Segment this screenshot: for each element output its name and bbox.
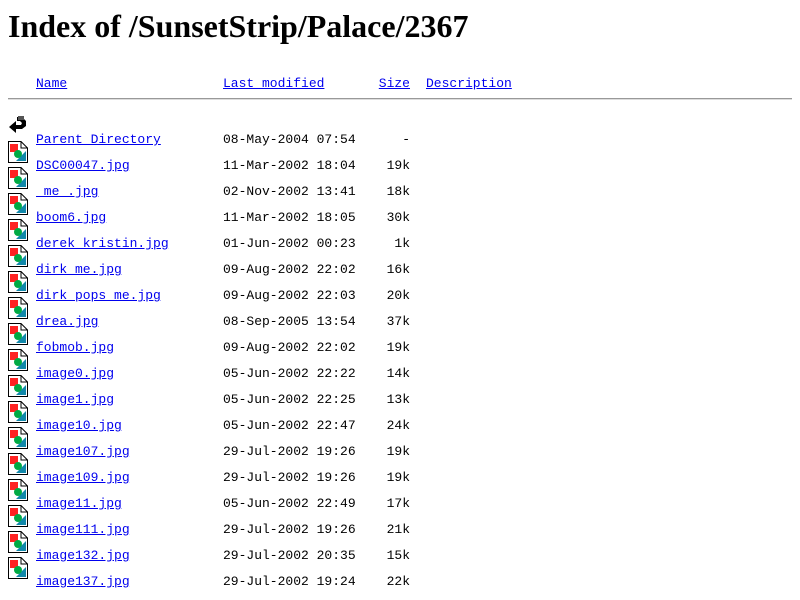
image-file-icon: [8, 375, 28, 397]
back-arrow-icon: [8, 115, 28, 137]
file-link[interactable]: image137.jpg: [36, 574, 130, 589]
image-file-icon: [8, 141, 28, 163]
file-link[interactable]: dirk pops me.jpg: [36, 288, 161, 303]
file-row: boom6.jpg 11-Mar-2002 18:05 30k: [0, 193, 800, 236]
image-file-icon: [8, 271, 28, 293]
image-file-icon: [8, 167, 28, 189]
modified-date: 29-Jul-2002 19:26: [223, 470, 356, 485]
file-row: Parent Directory 08-May-2004 07:54 -: [0, 116, 800, 158]
file-link[interactable]: image111.jpg: [36, 522, 130, 537]
file-row: dirk me.jpg 09-Aug-2002 22:02 16k: [0, 245, 800, 288]
file-size: 16k: [386, 262, 410, 277]
file-link[interactable]: image107.jpg: [36, 444, 130, 459]
file-link[interactable]: derek kristin.jpg: [36, 236, 169, 251]
file-link[interactable]: me .jpg: [36, 184, 99, 199]
modified-date: 05-Jun-2002 22:49: [223, 496, 356, 511]
modified-date: 05-Jun-2002 22:47: [223, 418, 356, 433]
sort-by-modified-link[interactable]: Last modified: [223, 76, 325, 91]
file-row: fobmob.jpg 09-Aug-2002 22:02 19k: [0, 323, 800, 366]
file-link[interactable]: image0.jpg: [36, 366, 115, 381]
file-size: 24k: [386, 418, 410, 433]
modified-date: 29-Jul-2002 20:35: [223, 548, 356, 563]
file-row: DSC00047.jpg 11-Mar-2002 18:04 19k: [0, 141, 800, 184]
modified-date: 11-Mar-2002 18:05: [223, 210, 356, 225]
file-row: drea.jpg 08-Sep-2005 13:54 37k: [0, 297, 800, 340]
file-link[interactable]: image109.jpg: [36, 470, 130, 485]
file-link[interactable]: Parent Directory: [36, 132, 161, 147]
file-row: image137.jpg 29-Jul-2002 19:24 22k: [0, 557, 800, 600]
file-link[interactable]: drea.jpg: [36, 314, 99, 329]
modified-date: 09-Aug-2002 22:02: [223, 340, 356, 355]
file-size: 22k: [386, 574, 410, 589]
modified-date: 01-Jun-2002 00:23: [223, 236, 356, 251]
file-size: 19k: [386, 340, 410, 355]
file-row: image1.jpg 05-Jun-2002 22:25 13k: [0, 375, 800, 418]
file-row: dirk pops me.jpg 09-Aug-2002 22:03 20k: [0, 271, 800, 314]
file-size: 30k: [386, 210, 410, 225]
file-size: 19k: [386, 158, 410, 173]
file-size: 37k: [386, 314, 410, 329]
image-file-icon: [8, 323, 28, 345]
image-file-icon: [8, 349, 28, 371]
file-row: image132.jpg 29-Jul-2002 20:35 15k: [0, 531, 800, 574]
file-size: 17k: [386, 496, 410, 511]
file-size: 18k: [386, 184, 410, 199]
file-row: image0.jpg 05-Jun-2002 22:22 14k: [0, 349, 800, 392]
file-size: 19k: [386, 470, 410, 485]
file-row: image10.jpg 05-Jun-2002 22:47 24k: [0, 401, 800, 444]
modified-date: 29-Jul-2002 19:26: [223, 444, 356, 459]
modified-date: 02-Nov-2002 13:41: [223, 184, 356, 199]
file-row: image111.jpg 29-Jul-2002 19:26 21k: [0, 505, 800, 548]
image-file-icon: [8, 453, 28, 475]
file-size: 15k: [386, 548, 410, 563]
image-file-icon: [8, 479, 28, 501]
modified-date: 29-Jul-2002 19:24: [223, 574, 356, 589]
file-link[interactable]: dirk me.jpg: [36, 262, 122, 277]
modified-date: 29-Jul-2002 19:26: [223, 522, 356, 537]
file-row: image107.jpg 29-Jul-2002 19:26 19k: [0, 427, 800, 470]
file-row: derek kristin.jpg 01-Jun-2002 00:23 1k: [0, 219, 800, 262]
file-link[interactable]: image10.jpg: [36, 418, 122, 433]
modified-date: 08-Sep-2005 13:54: [223, 314, 356, 329]
image-file-icon: [8, 245, 28, 267]
modified-date: 09-Aug-2002 22:03: [223, 288, 356, 303]
column-headers: Name Last modified Size Description: [0, 76, 800, 102]
file-link[interactable]: image1.jpg: [36, 392, 115, 407]
sort-by-name-link[interactable]: Name: [36, 76, 68, 91]
modified-date: 08-May-2004 07:54: [223, 132, 356, 147]
modified-date: 05-Jun-2002 22:25: [223, 392, 356, 407]
file-size: 13k: [386, 392, 410, 407]
file-link[interactable]: boom6.jpg: [36, 210, 107, 225]
file-size: 14k: [386, 366, 410, 381]
file-row: image109.jpg 29-Jul-2002 19:26 19k: [0, 453, 800, 496]
file-size: 20k: [386, 288, 410, 303]
file-size: -: [402, 132, 410, 147]
image-file-icon: [8, 557, 28, 579]
file-size: 19k: [386, 444, 410, 459]
image-file-icon: [8, 219, 28, 241]
file-link[interactable]: image11.jpg: [36, 496, 122, 511]
image-file-icon: [8, 297, 28, 319]
sort-by-size-link[interactable]: Size: [378, 76, 410, 91]
page-title: Index of /SunsetStrip/Palace/2367: [8, 8, 469, 44]
image-file-icon: [8, 505, 28, 527]
file-size: 21k: [386, 522, 410, 537]
file-link[interactable]: fobmob.jpg: [36, 340, 115, 355]
modified-date: 05-Jun-2002 22:22: [223, 366, 356, 381]
file-link[interactable]: image132.jpg: [36, 548, 130, 563]
file-size: 1k: [394, 236, 410, 251]
file-row: me .jpg 02-Nov-2002 13:41 18k: [0, 167, 800, 210]
modified-date: 09-Aug-2002 22:02: [223, 262, 356, 277]
image-file-icon: [8, 193, 28, 215]
file-row: image11.jpg 05-Jun-2002 22:49 17k: [0, 479, 800, 522]
header-divider: [8, 98, 792, 100]
image-file-icon: [8, 401, 28, 423]
modified-date: 11-Mar-2002 18:04: [223, 158, 356, 173]
image-file-icon: [8, 531, 28, 553]
file-link[interactable]: DSC00047.jpg: [36, 158, 130, 173]
image-file-icon: [8, 427, 28, 449]
sort-by-description-link[interactable]: Description: [426, 76, 512, 91]
